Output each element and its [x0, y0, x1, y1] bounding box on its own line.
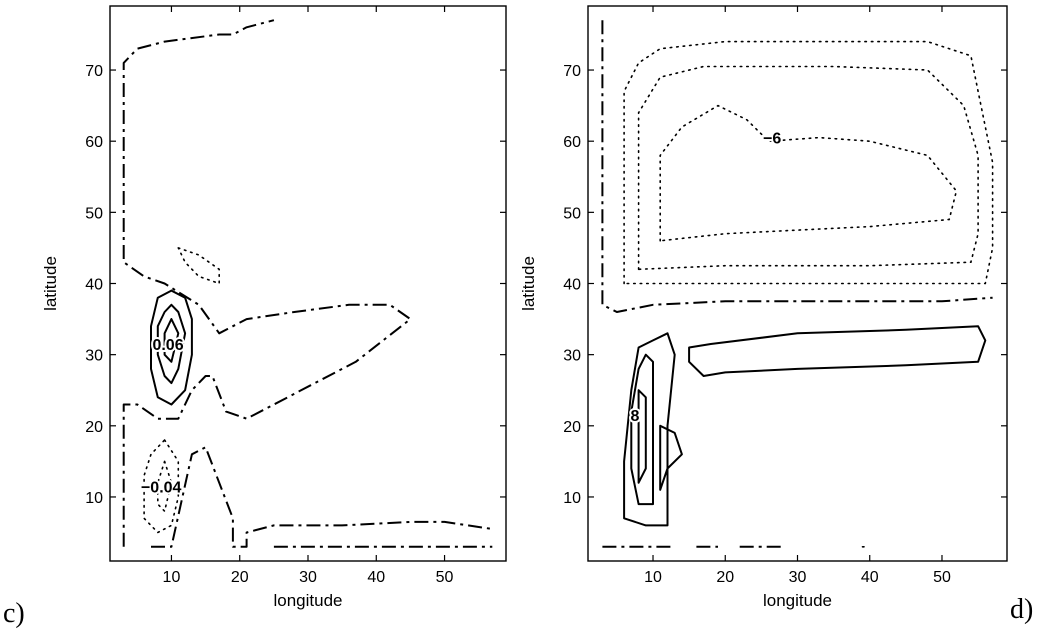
- contour-label: 8: [631, 408, 640, 425]
- contour-line-solid: [156, 303, 187, 385]
- x-axis-label: longitude: [273, 591, 342, 610]
- panel-c: 10 20 30 40 50 10 20 30 40 50 60 70 longitude latitud…: [3, 5, 507, 629]
- x-tick-label: 40: [367, 569, 385, 586]
- y-tick-label: 60: [563, 134, 581, 151]
- contour-line-dashed: [601, 20, 993, 313]
- contour-line-dotted: [177, 247, 220, 285]
- y-tick-label: 40: [563, 277, 581, 294]
- contour-line-dotted: [623, 40, 994, 285]
- contour-line-solid: [659, 424, 683, 491]
- y-tick-label: 10: [563, 490, 581, 507]
- x-tick-label: 40: [861, 569, 879, 586]
- y-axis-label: latitude: [41, 256, 60, 311]
- contour-label: 0.06: [152, 337, 183, 354]
- plot-frame: [109, 5, 507, 562]
- y-tick-label: 20: [563, 419, 581, 436]
- contour-line-dotted: [143, 439, 180, 534]
- x-tick-label: 10: [163, 569, 181, 586]
- x-tick-label: 30: [789, 569, 807, 586]
- y-tick-label: 30: [563, 348, 581, 365]
- x-tick-label: 20: [716, 569, 734, 586]
- contour-line-dotted: [157, 460, 173, 513]
- y-tick-label: 30: [85, 348, 103, 365]
- contour-line-solid: [630, 353, 654, 506]
- x-tick-label: 50: [436, 569, 454, 586]
- y-tick-label: 70: [85, 63, 103, 80]
- panel-label: c): [3, 598, 25, 629]
- x-tick-label: 10: [644, 569, 662, 586]
- y-tick-label: 50: [563, 205, 581, 222]
- y-tick-label: 10: [85, 490, 103, 507]
- contour-line-dotted: [659, 104, 958, 242]
- y-tick-label: 70: [563, 63, 581, 80]
- contour-line-solid: [163, 318, 180, 363]
- x-tick-label: 30: [299, 569, 317, 586]
- contour-label: −6: [763, 131, 781, 148]
- contour-line-dashed: [151, 446, 493, 548]
- x-axis-label: longitude: [763, 591, 832, 610]
- y-tick-label: 20: [85, 419, 103, 436]
- x-tick-label: 20: [231, 569, 249, 586]
- y-tick-label: 40: [85, 277, 103, 294]
- contour-line-solid: [623, 332, 676, 527]
- contour-line-solid: [637, 389, 647, 484]
- contour-line-dotted: [637, 65, 979, 271]
- contour-line-solid: [688, 325, 987, 377]
- y-tick-label: 60: [85, 134, 103, 151]
- panel-d: 10 20 30 40 50 10 20 30 40 50 60 70 longitude latitud…: [519, 5, 1033, 625]
- contour-line-solid: [150, 289, 193, 406]
- y-tick-label: 50: [85, 205, 103, 222]
- y-axis-label: latitude: [519, 256, 538, 311]
- panel-label: d): [1010, 594, 1033, 625]
- x-tick-label: 50: [933, 569, 951, 586]
- contour-label: −0.04: [141, 479, 182, 496]
